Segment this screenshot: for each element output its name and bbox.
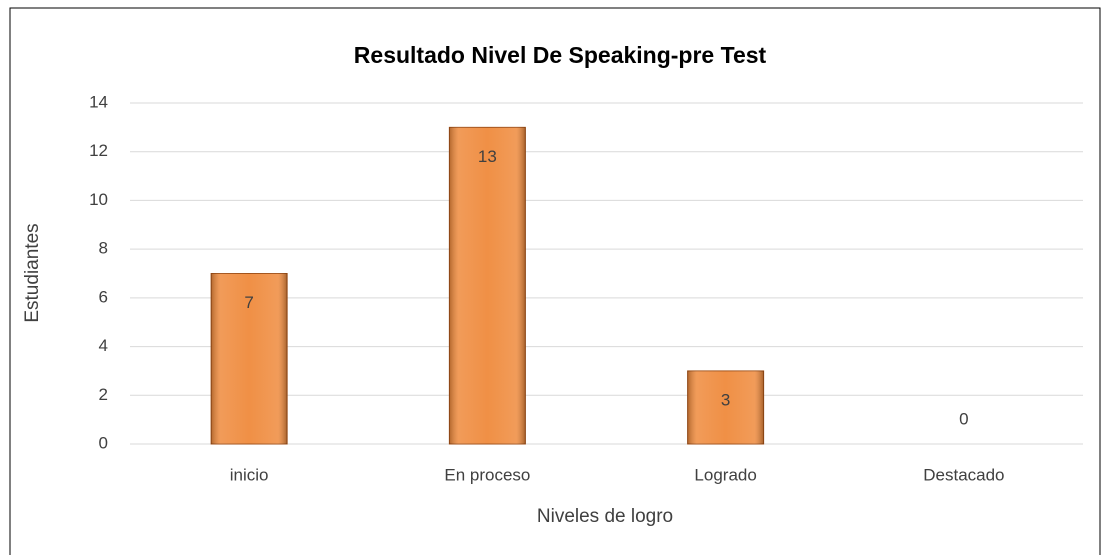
y-tick-label: 14 bbox=[89, 92, 108, 111]
y-tick-label: 8 bbox=[99, 239, 108, 258]
y-tick-label: 10 bbox=[89, 190, 108, 209]
x-tick-label: Logrado bbox=[694, 465, 756, 484]
chart-title: Resultado Nivel De Speaking-pre Test bbox=[354, 42, 767, 68]
data-label: 0 bbox=[959, 409, 968, 428]
bar-shade bbox=[449, 127, 526, 444]
x-tick-label: En proceso bbox=[444, 465, 530, 484]
x-axis-label: Niveles de logro bbox=[537, 506, 673, 527]
data-label: 7 bbox=[244, 293, 253, 312]
y-tick-label: 12 bbox=[89, 141, 108, 160]
y-tick-label: 0 bbox=[99, 433, 108, 452]
y-axis-label: Estudiantes bbox=[22, 223, 43, 322]
x-tick-label: inicio bbox=[230, 465, 269, 484]
chart-border bbox=[9, 7, 1101, 555]
y-tick-label: 6 bbox=[99, 287, 108, 306]
data-label: 13 bbox=[478, 147, 497, 166]
data-label: 3 bbox=[721, 390, 730, 409]
x-tick-label: Destacado bbox=[923, 465, 1004, 484]
bar-shade bbox=[687, 370, 764, 444]
bar-shade bbox=[211, 273, 288, 444]
y-tick-label: 4 bbox=[99, 336, 108, 355]
y-tick-label: 2 bbox=[99, 385, 108, 404]
